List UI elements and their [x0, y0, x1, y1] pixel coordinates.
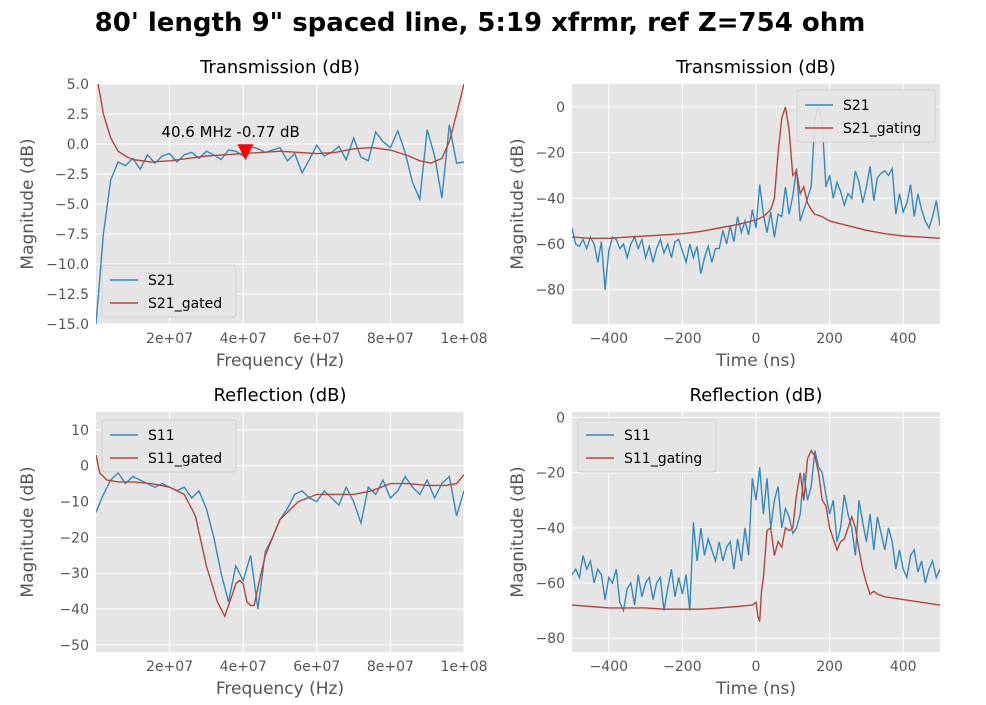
figure-title: 80' length 9" spaced line, 5:19 xfrmr, r… [95, 8, 866, 38]
y-tick-label: −60 [535, 237, 565, 253]
legend-label: S11 [148, 428, 175, 444]
x-axis-label: Time (ns) [715, 351, 796, 371]
x-tick-label: 6e+07 [293, 331, 340, 347]
y-tick-label: 0 [556, 411, 565, 427]
y-tick-label: −40 [535, 521, 565, 537]
y-tick-label: −80 [535, 631, 565, 647]
legend [796, 89, 936, 143]
x-tick-label: 1e+08 [440, 659, 487, 675]
x-tick-label: 8e+07 [367, 659, 414, 675]
y-tick-label: −12.5 [46, 287, 89, 303]
y-tick-label: −10 [59, 495, 89, 511]
subplot-title: Transmission (dB) [199, 57, 360, 78]
x-axis-label: Frequency (Hz) [216, 679, 344, 699]
legend-label: S21 [843, 98, 870, 114]
y-tick-label: 10 [71, 423, 89, 439]
legend-label: S11 [624, 428, 651, 444]
y-tick-label: −10.0 [46, 257, 89, 273]
x-axis-label: Frequency (Hz) [216, 351, 344, 371]
x-tick-label: 400 [890, 659, 917, 675]
y-tick-label: −20 [535, 146, 565, 162]
x-tick-label: 8e+07 [367, 331, 414, 347]
subplot-title: Reflection (dB) [213, 385, 346, 406]
y-axis-label: Magnitude (dB) [508, 466, 528, 597]
x-tick-label: 0 [752, 659, 761, 675]
y-tick-label: −60 [535, 576, 565, 592]
subplot-title: Reflection (dB) [689, 385, 822, 406]
x-tick-label: 400 [890, 331, 917, 347]
series-line-s21-gated [97, 84, 464, 164]
legend-label: S21 [148, 273, 175, 289]
series-line-s21 [96, 124, 464, 324]
y-tick-label: −7.5 [55, 227, 89, 243]
y-tick-label: −20 [59, 530, 89, 546]
x-tick-label: 4e+07 [220, 331, 267, 347]
x-tick-label: −200 [663, 331, 701, 347]
subplot-title: Transmission (dB) [675, 57, 836, 78]
y-tick-label: −40 [59, 602, 89, 618]
series-line-s11-gating [572, 449, 940, 622]
legend-label: S11_gated [148, 451, 222, 467]
legend [577, 419, 717, 473]
y-tick-label: −20 [535, 466, 565, 482]
series-line-s11-gated [96, 454, 464, 618]
y-tick-label: −2.5 [55, 167, 89, 183]
y-tick-label: −50 [59, 638, 89, 654]
marker-triangle-icon [237, 144, 254, 161]
transmission-frequency-panel: 2e+07 4e+07 6e+07 8e+07 1e+08 −15.0 −12.5 −10.0… [18, 57, 488, 371]
y-tick-label: 0 [556, 100, 565, 116]
y-axis-label: Magnitude (dB) [18, 466, 38, 597]
series-line-s21 [572, 104, 940, 290]
y-tick-label: −30 [59, 566, 89, 582]
reflection-frequency-panel: 2e+07 4e+07 6e+07 8e+07 1e+08 −50 −40 −30 −20 −10… [18, 385, 488, 699]
series-line-s11 [572, 450, 940, 614]
y-tick-label: −40 [535, 191, 565, 207]
y-tick-label: 2.5 [67, 107, 89, 123]
legend-label: S21_gated [148, 296, 222, 312]
x-tick-label: 6e+07 [293, 659, 340, 675]
y-tick-label: −5.0 [55, 197, 89, 213]
marker-annotation: 40.6 MHz -0.77 dB [161, 123, 299, 141]
y-tick-label: 0 [80, 459, 89, 475]
y-tick-label: −80 [535, 283, 565, 299]
x-tick-label: 2e+07 [146, 331, 193, 347]
x-tick-label: 0 [752, 331, 761, 347]
x-tick-label: −200 [663, 659, 701, 675]
x-tick-label: 200 [816, 331, 843, 347]
y-axis-label: Magnitude (dB) [508, 138, 528, 269]
x-tick-label: −400 [590, 659, 628, 675]
series-line-s21-gating [572, 106, 940, 240]
legend [101, 419, 237, 473]
y-axis-label: Magnitude (dB) [18, 138, 38, 269]
x-axis-label: Time (ns) [715, 679, 796, 699]
x-tick-label: 1e+08 [440, 331, 487, 347]
x-tick-label: 4e+07 [220, 659, 267, 675]
y-tick-label: 5.0 [67, 77, 89, 93]
legend-label: S11_gating [624, 451, 702, 467]
transmission-time-panel: −400 −200 0 200 400−80−60−40−200Transmission… [508, 57, 940, 371]
legend [101, 264, 237, 318]
y-tick-label: −15.0 [46, 317, 89, 333]
x-tick-label: 200 [816, 659, 843, 675]
x-tick-label: −400 [590, 331, 628, 347]
y-tick-label: 0.0 [67, 137, 89, 153]
x-tick-label: 2e+07 [146, 659, 193, 675]
legend-label: S21_gating [843, 121, 921, 137]
